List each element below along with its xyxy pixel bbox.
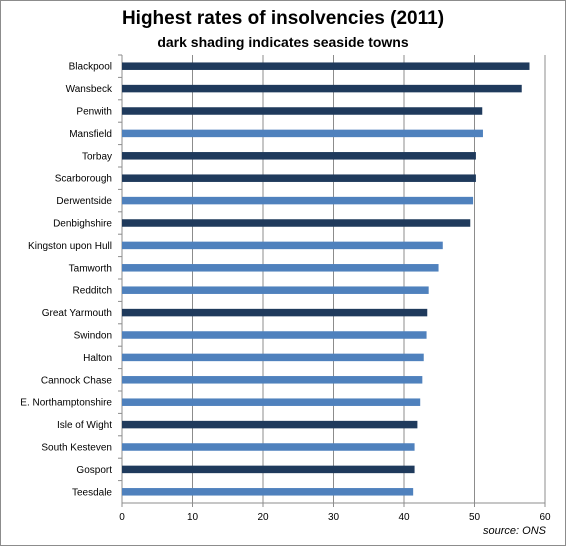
bar-blackpool	[122, 62, 530, 70]
bar-kingston-upon-hull	[122, 241, 443, 250]
x-tick-label: 0	[119, 512, 125, 523]
bar-cannock-chase	[122, 376, 423, 384]
category-label: Denbighshire	[53, 219, 112, 230]
bar-isle-of-wight	[122, 420, 418, 429]
x-tick-label: 10	[187, 512, 199, 523]
bar-teesdale	[122, 488, 414, 496]
bar-torbay	[122, 152, 476, 160]
bar-wansbeck	[122, 84, 522, 93]
chart-title: Highest rates of insolvencies (2011)	[121, 8, 445, 29]
category-label: E. Northamptonshire	[20, 398, 112, 409]
bar-derwentside	[122, 196, 474, 205]
bar-tamworth	[122, 264, 439, 272]
category-label: Halton	[83, 353, 112, 364]
x-tick-label: 30	[328, 512, 340, 523]
bar-denbighshire	[122, 219, 471, 227]
category-label: Isle of Wight	[57, 420, 112, 431]
x-tick-label: 40	[398, 512, 410, 523]
bar-great-yarmouth	[122, 308, 428, 317]
category-label: South Kesteven	[41, 443, 112, 454]
category-label: Cannock Chase	[41, 375, 113, 386]
category-label: Wansbeck	[66, 84, 113, 95]
bar-redditch	[122, 286, 429, 294]
bar-e-northamptonshire	[122, 398, 421, 406]
category-label: Scarborough	[55, 174, 112, 185]
category-label: Penwith	[76, 107, 112, 118]
category-label: Kingston upon Hull	[28, 241, 112, 252]
category-label: Blackpool	[69, 62, 112, 73]
category-label: Teesdale	[72, 487, 112, 498]
chart-subtitle: dark shading indicates seaside towns	[157, 34, 409, 50]
x-tick-label: 60	[539, 512, 551, 523]
bar-swindon	[122, 331, 427, 339]
x-tick-label: 50	[469, 512, 481, 523]
bar-mansfield	[122, 129, 483, 138]
source-note: source: ONS	[483, 525, 546, 537]
x-tick-label: 20	[257, 512, 269, 523]
category-label: Mansfield	[69, 129, 112, 140]
category-label: Gosport	[76, 465, 112, 476]
bar-scarborough	[122, 174, 476, 182]
category-label: Swindon	[74, 331, 112, 342]
bar-penwith	[122, 107, 483, 115]
category-label: Great Yarmouth	[42, 308, 112, 319]
bar-halton	[122, 353, 424, 362]
category-label: Redditch	[73, 286, 112, 297]
bar-south-kesteven	[122, 443, 415, 451]
category-label: Derwentside	[56, 196, 112, 207]
category-label: Torbay	[82, 151, 112, 162]
bar-gosport	[122, 465, 415, 474]
category-label: Tamworth	[69, 263, 112, 274]
